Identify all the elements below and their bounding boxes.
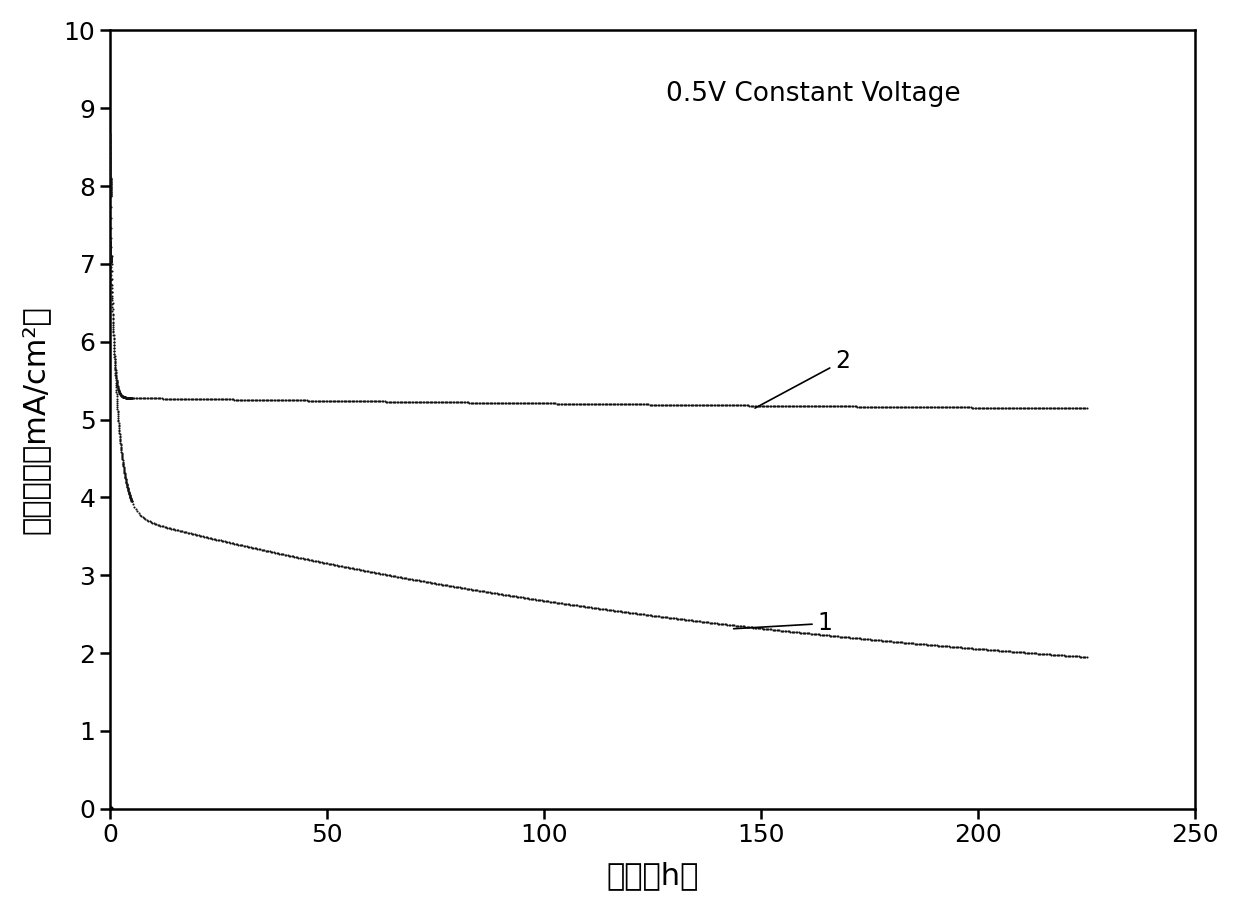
Y-axis label: 电流密度（mA/cm²）: 电流密度（mA/cm²） [21, 305, 50, 534]
X-axis label: 时间（h）: 时间（h） [606, 861, 699, 890]
Text: 1: 1 [734, 611, 832, 636]
Text: 0.5V Constant Voltage: 0.5V Constant Voltage [666, 81, 960, 107]
Text: 2: 2 [755, 349, 851, 408]
